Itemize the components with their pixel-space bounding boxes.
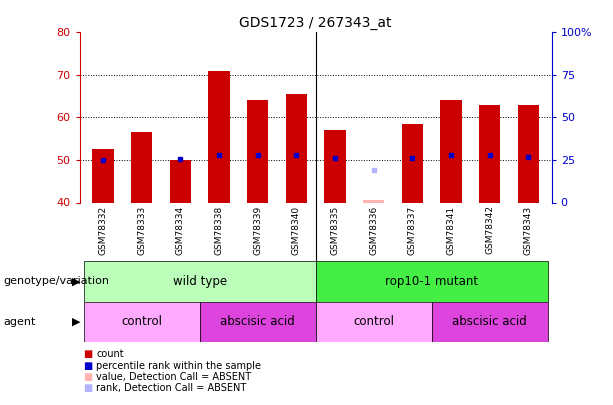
Title: GDS1723 / 267343_at: GDS1723 / 267343_at [240, 16, 392, 30]
Bar [200, 302, 316, 342]
Text: ■: ■ [83, 361, 92, 371]
Text: GSM78335: GSM78335 [330, 205, 340, 255]
Text: rop10-1 mutant: rop10-1 mutant [385, 275, 478, 288]
Bar [83, 302, 200, 342]
Bar [441, 100, 462, 202]
Bar [402, 124, 423, 202]
Text: ■: ■ [83, 384, 92, 393]
Bar [324, 130, 346, 202]
Text: GSM78333: GSM78333 [137, 205, 146, 255]
Text: genotype/variation: genotype/variation [3, 277, 109, 286]
Text: control: control [121, 315, 162, 328]
Text: ■: ■ [83, 372, 92, 382]
Bar [208, 71, 230, 202]
Text: value, Detection Call = ABSENT: value, Detection Call = ABSENT [96, 372, 251, 382]
Bar [170, 160, 191, 202]
Bar [131, 132, 152, 202]
Text: GSM78339: GSM78339 [253, 205, 262, 255]
Text: control: control [353, 315, 394, 328]
Text: rank, Detection Call = ABSENT: rank, Detection Call = ABSENT [96, 384, 246, 393]
Text: ▶: ▶ [72, 277, 81, 286]
Text: wild type: wild type [173, 275, 227, 288]
Text: GSM78340: GSM78340 [292, 205, 301, 255]
Bar [363, 200, 384, 202]
Bar [479, 104, 500, 202]
Text: ▶: ▶ [72, 317, 81, 327]
Bar [432, 302, 548, 342]
Text: abscisic acid: abscisic acid [452, 315, 527, 328]
Text: GSM78337: GSM78337 [408, 205, 417, 255]
Text: GSM78343: GSM78343 [524, 205, 533, 255]
Text: agent: agent [3, 317, 36, 327]
Text: abscisic acid: abscisic acid [220, 315, 295, 328]
Bar [518, 104, 539, 202]
Text: percentile rank within the sample: percentile rank within the sample [96, 361, 261, 371]
Bar [93, 149, 113, 202]
Bar [83, 261, 316, 302]
Text: count: count [96, 350, 124, 359]
Text: GSM78338: GSM78338 [215, 205, 224, 255]
Text: ■: ■ [83, 350, 92, 359]
Text: GSM78342: GSM78342 [485, 205, 494, 254]
Bar [247, 100, 268, 202]
Text: GSM78341: GSM78341 [447, 205, 455, 255]
Bar [316, 261, 548, 302]
Text: GSM78332: GSM78332 [99, 205, 107, 255]
Text: GSM78334: GSM78334 [176, 205, 185, 255]
Bar [286, 94, 307, 202]
Text: GSM78336: GSM78336 [369, 205, 378, 255]
Bar [316, 302, 432, 342]
